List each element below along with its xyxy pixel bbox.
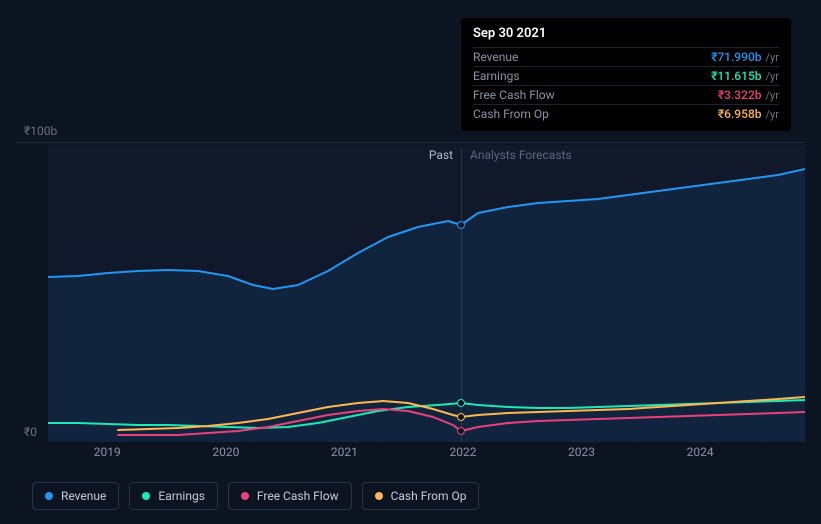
x-axis-tick: 2022 [449, 445, 476, 459]
tooltip-row-label: Free Cash Flow [473, 88, 555, 102]
legend-dot-icon [375, 492, 383, 500]
tooltip-row-value: ₹71.990b/yr [711, 50, 779, 64]
x-axis-tick: 2019 [94, 445, 121, 459]
marker-fcf [457, 427, 465, 435]
series-area-revenue [48, 169, 805, 442]
legend-item-label: Earnings [158, 489, 205, 503]
y-axis-label: ₹100b [24, 124, 57, 138]
legend-item-earnings[interactable]: Earnings [129, 482, 218, 510]
legend-item-fcf[interactable]: Free Cash Flow [228, 482, 352, 510]
x-axis-tick: 2024 [687, 445, 714, 459]
chart-svg[interactable] [48, 145, 805, 442]
legend-item-revenue[interactable]: Revenue [32, 482, 119, 510]
legend-item-label: Cash From Op [391, 489, 467, 503]
x-axis-tick: 2023 [568, 445, 595, 459]
marker-earnings [457, 399, 465, 407]
earnings-chart: Past Analysts Forecasts ₹100b₹0 20192020… [16, 0, 805, 524]
x-axis-tick: 2021 [331, 445, 358, 459]
tooltip-row: Earnings ₹11.615b/yr [473, 66, 779, 85]
marker-cfo [457, 413, 465, 421]
tooltip-row-label: Cash From Op [473, 107, 549, 121]
chart-legend: Revenue Earnings Free Cash Flow Cash From O… [32, 482, 479, 510]
legend-item-label: Revenue [61, 489, 106, 503]
tooltip-row-label: Revenue [473, 50, 518, 64]
tooltip-row: Cash From Op ₹6.958b/yr [473, 104, 779, 123]
legend-item-label: Free Cash Flow [257, 489, 339, 503]
tooltip-row-value: ₹11.615b/yr [711, 69, 779, 83]
legend-dot-icon [142, 492, 150, 500]
tooltip-row-value: ₹3.322b/yr [718, 88, 779, 102]
y-axis-label: ₹0 [24, 425, 37, 439]
tooltip-row: Revenue ₹71.990b/yr [473, 47, 779, 66]
tooltip-date: Sep 30 2021 [473, 26, 779, 41]
legend-item-cfo[interactable]: Cash From Op [362, 482, 480, 510]
marker-revenue [457, 221, 465, 229]
tooltip-row-label: Earnings [473, 69, 520, 83]
top-divider [16, 142, 805, 143]
tooltip-row: Free Cash Flow ₹3.322b/yr [473, 85, 779, 104]
legend-dot-icon [45, 492, 53, 500]
tooltip-row-value: ₹6.958b/yr [718, 107, 779, 121]
chart-tooltip: Sep 30 2021 Revenue ₹71.990b/yr Earnings ₹1… [461, 18, 791, 131]
legend-dot-icon [241, 492, 249, 500]
x-axis-tick: 2020 [212, 445, 239, 459]
